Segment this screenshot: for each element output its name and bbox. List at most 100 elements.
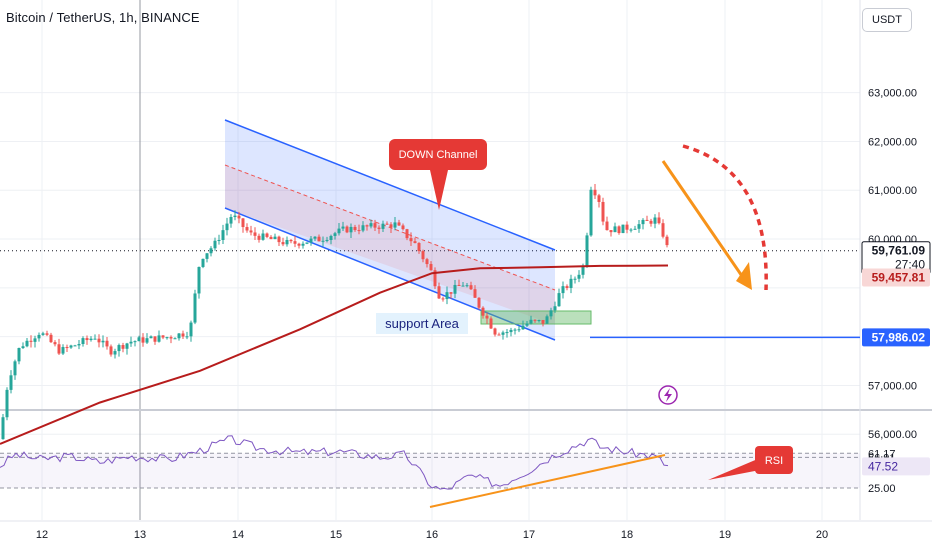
candle-body bbox=[417, 243, 421, 252]
candle-body bbox=[361, 225, 365, 231]
candle-body bbox=[353, 226, 357, 231]
candle-body bbox=[389, 224, 393, 228]
candle-body bbox=[529, 319, 533, 324]
currency-button[interactable]: USDT bbox=[862, 8, 912, 32]
moving-average-path bbox=[0, 264, 669, 445]
candle-body bbox=[485, 315, 489, 319]
candle-body bbox=[625, 224, 629, 230]
candle-body bbox=[197, 266, 201, 294]
candle-body bbox=[653, 217, 657, 224]
candle-body bbox=[573, 278, 577, 280]
candle-body bbox=[65, 347, 69, 349]
rsi-line bbox=[0, 435, 669, 490]
candle-body bbox=[449, 292, 453, 294]
candle-body bbox=[61, 347, 65, 354]
candle-body bbox=[193, 293, 197, 323]
candle-body bbox=[133, 341, 137, 343]
candle-body bbox=[409, 238, 413, 242]
candle-body bbox=[373, 223, 377, 228]
candle-body bbox=[537, 319, 541, 321]
candle-body bbox=[429, 264, 433, 271]
candle-body bbox=[237, 215, 241, 219]
candle-body bbox=[545, 316, 549, 324]
candle-body bbox=[37, 334, 41, 339]
candle-body bbox=[605, 221, 609, 231]
rsi-pane: RSI bbox=[0, 435, 860, 508]
candle-body bbox=[337, 228, 341, 234]
target-level-tag-bg bbox=[862, 328, 930, 347]
candle-body bbox=[33, 338, 37, 342]
candle-body bbox=[349, 226, 353, 233]
candle-body bbox=[593, 189, 597, 196]
chart-annotations: DOWN Channel support Area bbox=[376, 139, 860, 405]
time-tick-label: 14 bbox=[232, 529, 244, 541]
candle-body bbox=[313, 236, 317, 239]
support-label-bg bbox=[376, 313, 468, 334]
channel-lower-line bbox=[224, 207, 556, 341]
candle-body bbox=[281, 242, 285, 245]
candle-body bbox=[461, 285, 465, 287]
candle-body bbox=[385, 223, 389, 225]
candle-body bbox=[249, 230, 253, 233]
candle-body bbox=[293, 241, 297, 244]
candle-body bbox=[665, 236, 669, 246]
candle-body bbox=[89, 338, 93, 341]
candle-body bbox=[549, 310, 553, 317]
price-tick-label: 62,000.00 bbox=[868, 136, 917, 148]
candle-body bbox=[525, 323, 529, 326]
rsi-trendline bbox=[429, 454, 666, 508]
candle-body bbox=[93, 338, 97, 340]
candle-body bbox=[369, 223, 373, 227]
rsi-callout-label: RSI bbox=[765, 455, 783, 467]
support-area-label: support Area bbox=[385, 316, 459, 331]
time-tick-label: 16 bbox=[426, 529, 438, 541]
candle-body bbox=[661, 223, 665, 237]
down-channel-label: DOWN Channel bbox=[399, 149, 478, 161]
candle-body bbox=[57, 344, 61, 354]
candle-body bbox=[101, 340, 105, 343]
price-tick-label: 57,000.00 bbox=[868, 380, 917, 392]
candle-body bbox=[445, 292, 449, 300]
projection-arrowhead bbox=[736, 262, 752, 290]
candle-body bbox=[45, 333, 49, 335]
candle-body bbox=[649, 220, 653, 224]
candle-body bbox=[577, 274, 581, 279]
candle-body bbox=[413, 241, 417, 244]
candle-body bbox=[165, 337, 169, 339]
price-axis: 63,000.0062,000.0061,000.0060,000.0057,0… bbox=[861, 88, 931, 495]
candlestick-series bbox=[1, 184, 669, 440]
candle-body bbox=[141, 337, 145, 343]
candle-body bbox=[641, 219, 645, 225]
candle-body bbox=[597, 195, 601, 202]
candle-body bbox=[77, 344, 81, 346]
support-zone bbox=[480, 310, 592, 325]
candle-body bbox=[245, 227, 249, 231]
candle-body bbox=[129, 341, 133, 344]
candle-body bbox=[253, 232, 257, 236]
candle-body bbox=[477, 297, 481, 308]
candle-body bbox=[297, 243, 301, 246]
candle-body bbox=[145, 338, 149, 343]
candle-body bbox=[109, 346, 113, 355]
channel-inner-fill bbox=[225, 165, 555, 325]
candle-body bbox=[505, 332, 509, 334]
candle-body bbox=[185, 336, 189, 338]
moving-average-line bbox=[0, 264, 669, 445]
candle-body bbox=[21, 346, 25, 349]
candle-body bbox=[345, 226, 349, 233]
rsi-value-tag-bg bbox=[862, 457, 930, 476]
candle-body bbox=[473, 289, 477, 298]
candle-body bbox=[117, 345, 121, 352]
candle-body bbox=[177, 333, 181, 339]
candle-body bbox=[621, 224, 625, 234]
candle-body bbox=[421, 251, 425, 260]
candle-body bbox=[149, 336, 153, 339]
candle-body bbox=[561, 286, 565, 294]
candle-body bbox=[493, 328, 497, 335]
price-tick-label: 63,000.00 bbox=[868, 88, 917, 100]
chart-title: Bitcoin / TetherUS, 1h, BINANCE bbox=[6, 10, 200, 25]
candle-body bbox=[1, 417, 5, 440]
projection-curve bbox=[682, 144, 768, 291]
